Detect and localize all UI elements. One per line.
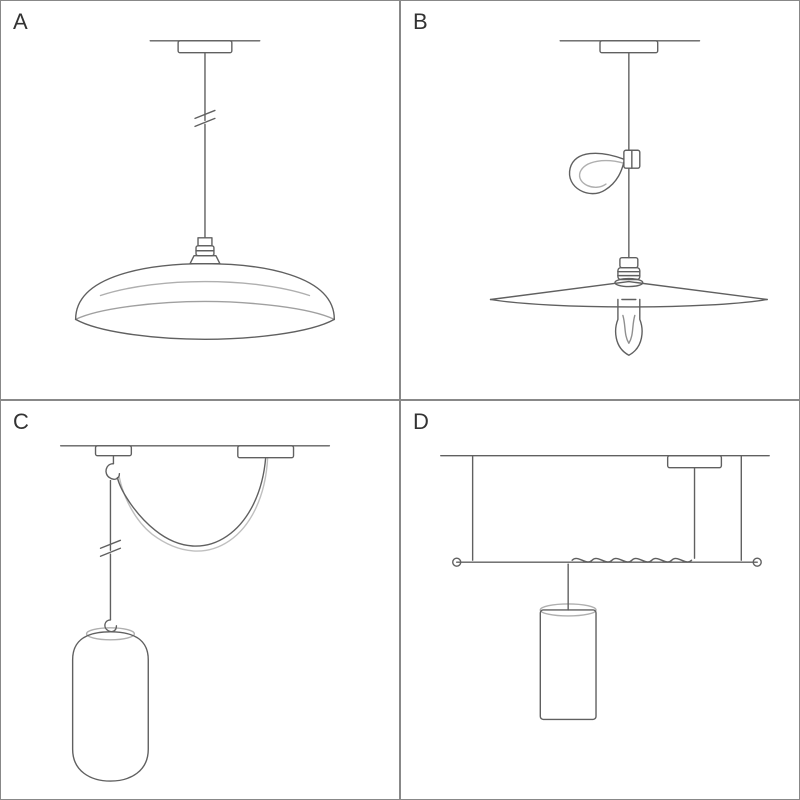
panel-a-drawing bbox=[1, 1, 399, 399]
diagram-grid: A bbox=[0, 0, 800, 800]
panel-c-drawing bbox=[1, 401, 399, 799]
panel-b: B bbox=[400, 0, 800, 400]
panel-d: D bbox=[400, 400, 800, 800]
panel-b-label: B bbox=[413, 9, 428, 35]
panel-c: C bbox=[0, 400, 400, 800]
panel-b-drawing bbox=[401, 1, 799, 399]
panel-a: A bbox=[0, 0, 400, 400]
panel-d-label: D bbox=[413, 409, 429, 435]
panel-a-label: A bbox=[13, 9, 28, 35]
panel-c-label: C bbox=[13, 409, 29, 435]
panel-d-drawing bbox=[401, 401, 799, 799]
